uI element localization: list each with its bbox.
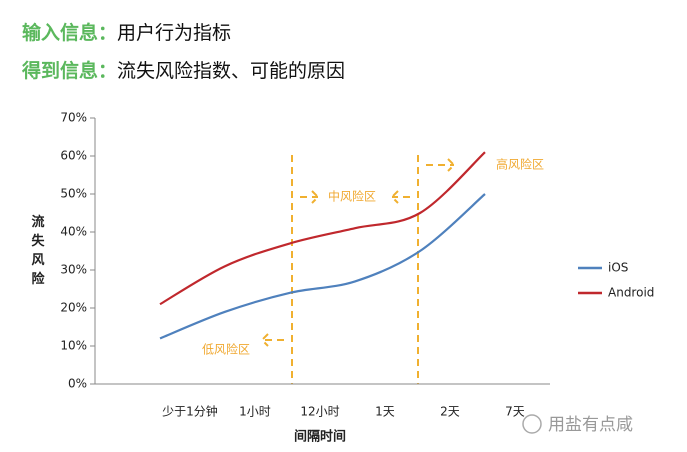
legend-label: iOS — [608, 261, 628, 275]
annotation: 中风险区 — [328, 189, 376, 204]
x-axis-label: 间隔时间 — [294, 429, 346, 445]
header-key: 得到信息： — [22, 60, 118, 82]
annotation: 低风险区 — [202, 342, 250, 357]
header-line: 得到信息：流失风险指数、可能的原因 — [22, 56, 345, 83]
watermark-icon — [522, 414, 542, 434]
zone-arrow — [390, 190, 410, 204]
annotation: 高风险区 — [496, 157, 544, 172]
zone-arrow — [426, 158, 456, 172]
y-tick-label: 30% — [60, 263, 87, 277]
y-tick-label: 20% — [60, 301, 87, 315]
y-tick-label: 40% — [60, 225, 87, 239]
y-axis-label: 流失风险 — [31, 214, 45, 287]
y-tick-label: 50% — [60, 187, 87, 201]
header-value: 流失风险指数、可能的原因 — [117, 60, 346, 82]
x-tick-label: 7天 — [505, 405, 525, 419]
x-tick-label: 少于1分钟 — [162, 404, 218, 419]
header-key: 输入信息： — [22, 22, 118, 44]
watermark: 用盐有点咸 — [548, 415, 633, 435]
y-tick-label: 60% — [60, 149, 87, 163]
x-tick-label: 2天 — [440, 405, 460, 419]
x-tick-label: 1小时 — [239, 405, 271, 419]
header-line: 输入信息：用户行为指标 — [22, 18, 231, 45]
zone-arrow — [300, 190, 320, 204]
legend-label: Android — [608, 286, 654, 300]
series-line — [159, 193, 486, 340]
zone-arrow — [260, 333, 284, 347]
header-value: 用户行为指标 — [117, 22, 232, 44]
y-tick-label: 0% — [68, 377, 87, 391]
y-tick-label: 70% — [60, 111, 87, 125]
x-tick-label: 1天 — [375, 405, 395, 419]
x-tick-label: 12小时 — [300, 405, 339, 419]
y-tick-label: 10% — [60, 339, 87, 353]
series-line — [159, 151, 486, 306]
